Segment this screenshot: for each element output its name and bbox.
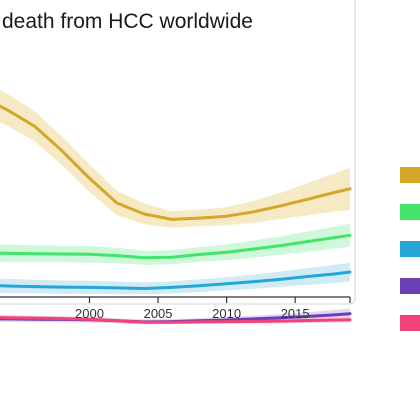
series-2-line (0, 233, 352, 260)
series-5-line (0, 316, 352, 324)
legend-swatch-1 (400, 167, 420, 183)
series-lines (0, 104, 352, 324)
series-3-line (0, 270, 352, 290)
legend-swatch-4 (400, 278, 420, 294)
chart-title: death from HCC worldwide (2, 10, 253, 33)
legend-swatch-2 (400, 204, 420, 220)
chart-panel (0, 0, 356, 305)
series-1-line (0, 104, 352, 221)
legend (400, 167, 420, 331)
x-tick-label: 2010 (212, 306, 241, 321)
x-tick-label: 2015 (281, 306, 310, 321)
legend-swatch-3 (400, 241, 420, 257)
x-tick-label: 2000 (75, 306, 104, 321)
legend-swatch-5 (400, 315, 420, 331)
x-tick-label: 2005 (144, 306, 173, 321)
x-axis-ticks: 2000 2005 2010 2015 (75, 297, 351, 321)
